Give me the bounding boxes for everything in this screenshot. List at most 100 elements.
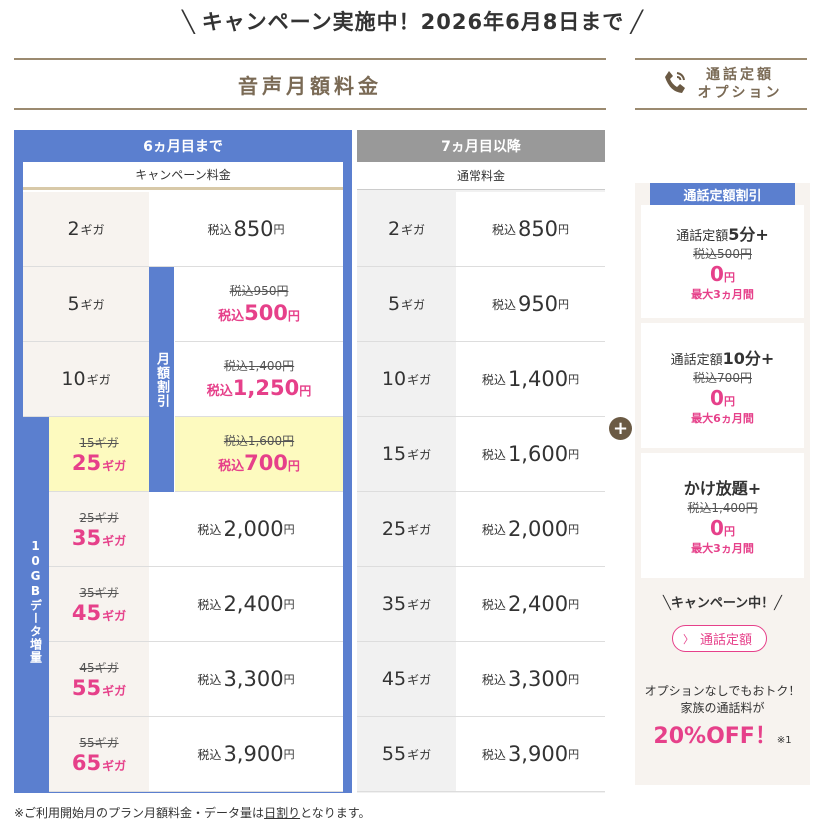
campaign-price-cell: 税込 2,400 円 [149, 567, 343, 642]
discount-off: 20%OFF！※1 [635, 718, 810, 750]
option-period: 最大3ヵ月間 [691, 542, 754, 555]
old-gb: 45ギガ [79, 660, 119, 675]
old-gb: 35ギガ [79, 585, 119, 600]
normal-header: 7ヵ月目以降 [357, 130, 605, 162]
campaign-gb-cell: 55ギガ 65ギガ [49, 717, 149, 792]
gb-value: 2 [387, 218, 401, 240]
normal-gb-cell: 10 ギガ [357, 342, 456, 417]
call-option-button-label: 通話定額 [700, 633, 753, 648]
campaign-price: 税込500円 [218, 301, 300, 325]
gb-value: 5 [67, 293, 80, 315]
option-campaign-label: キャンペーン中！ [670, 596, 775, 611]
footer-text-end: となります。 [300, 806, 371, 820]
option-card[interactable]: 通話定額10分+ 税込700円 0円 最大6ヵ月間 [641, 323, 804, 448]
normal-gb-cell: 55 ギガ [357, 717, 456, 792]
campaign-price: 税込1,250円 [206, 376, 312, 400]
normal-price: 1,400 [507, 367, 569, 391]
prorate-link[interactable]: 日割り [264, 806, 301, 820]
old-price: 税込950円 [229, 284, 289, 298]
campaign-gb-cell: 5 ギガ [23, 267, 149, 342]
normal-price-cell: 税込 2,400 円 [456, 567, 605, 642]
data-increase-tag: 10GBデータ増量 [23, 417, 49, 785]
campaign-gb-cell: 25ギガ 35ギガ [49, 492, 149, 567]
normal-gb-cell: 15 ギガ [357, 417, 456, 492]
campaign-gb-cell: 45ギガ 55ギガ [49, 642, 149, 717]
normal-gb-cell: 45 ギガ [357, 642, 456, 717]
normal-price: 850 [517, 217, 559, 241]
old-gb: 25ギガ [79, 510, 119, 525]
old-price: 税込1,600円 [223, 434, 295, 448]
new-gb: 35ギガ [71, 525, 127, 550]
normal-gb-cell: 35 ギガ [357, 567, 456, 642]
discount-ref: ※1 [776, 735, 792, 746]
call-discount-label: 通話定額割引 [650, 183, 795, 205]
campaign-price: 3,300 [223, 667, 284, 691]
option-card[interactable]: かけ放題+ 税込1,400円 0円最大3ヵ月間 [641, 453, 804, 578]
gb-value: 5 [387, 293, 401, 315]
old-price: 税込1,400円 [223, 359, 295, 373]
campaign-price-cell: 税込 850 円 [149, 192, 343, 267]
new-gb: 65ギガ [71, 750, 127, 775]
gb-value: 2 [67, 218, 80, 240]
normal-price-cell: 税込 850 円 [456, 192, 605, 267]
normal-price-cell: 税込 950 円 [456, 267, 605, 342]
gb-value: 10 [61, 368, 86, 390]
option-title: 通話定額 オプション [635, 58, 807, 110]
campaign-price: 2,400 [223, 592, 284, 616]
new-gb: 55ギガ [71, 675, 127, 700]
option-period: 最大6ヵ月間 [691, 412, 754, 425]
call-option-button[interactable]: 〉通話定額 [672, 625, 768, 652]
option-note: オプションなしでもおトク！ 家族の通話料が [635, 683, 810, 717]
option-old-price: 税込1,400円 [687, 501, 758, 515]
option-card[interactable]: 通話定額5分+ 税込500円 0円 最大3ヵ月間 [641, 205, 804, 318]
option-new-price: 0円 [710, 516, 735, 540]
monthly-discount-tag: 月額割引 [149, 267, 174, 492]
gb-value: 45 [381, 668, 407, 690]
new-gb: 25ギガ [71, 450, 127, 475]
campaign-price-cell: 税込 2,000 円 [149, 492, 343, 567]
campaign-gb-cell: 35ギガ 45ギガ [49, 567, 149, 642]
normal-gb-cell: 2 ギガ [357, 192, 456, 267]
campaign-price: 税込700円 [218, 451, 300, 475]
option-old-price: 税込500円 [693, 247, 752, 261]
gb-value: 15 [381, 443, 407, 465]
normal-subheader: 通常料金 [357, 162, 605, 190]
option-title-line2: オプション [697, 85, 783, 101]
option-old-price: 税込700円 [693, 371, 752, 385]
normal-price-cell: 税込 2,000 円 [456, 492, 605, 567]
campaign-price-cell: 税込950円税込500円 [175, 267, 343, 342]
campaign-subheader: キャンペーン料金 [23, 162, 343, 190]
option-note-line2: 家族の通話料が [680, 701, 765, 715]
old-gb: 15ギガ [79, 435, 119, 450]
normal-price-cell: 税込 1,600 円 [456, 417, 605, 492]
normal-price: 3,900 [507, 742, 569, 766]
normal-price: 2,400 [507, 592, 569, 616]
campaign-header: 6ヵ月目まで [143, 139, 223, 155]
campaign-gb-cell: 15ギガ 25ギガ [49, 417, 149, 492]
normal-price-cell: 税込 3,900 円 [456, 717, 605, 792]
campaign-price: 850 [233, 217, 274, 241]
phone-icon [660, 67, 690, 101]
campaign-banner-text: キャンペーン実施中！2026年6月8日まで [201, 10, 625, 34]
normal-price: 950 [517, 292, 559, 316]
campaign-gb-cell: 2 ギガ [23, 192, 149, 267]
option-campaign-text: ╲キャンペーン中！╱ [662, 596, 782, 611]
chevron-right-icon: 〉 [683, 632, 694, 646]
normal-price-cell: 税込 3,300 円 [456, 642, 605, 717]
campaign-price-cell: 税込1,600円税込700円 [175, 417, 343, 492]
discount-off-text: 20%OFF！ [653, 724, 777, 749]
new-gb: 45ギガ [71, 600, 127, 625]
option-period: 最大3ヵ月間 [691, 288, 754, 301]
option-title-line1: 通話定額 [706, 67, 774, 83]
gb-value: 10 [381, 368, 407, 390]
option-note-line1: オプションなしでもおトク！ [644, 684, 801, 698]
option-name: 通話定額10分+ [670, 349, 775, 368]
campaign-price-cell: 税込 3,900 円 [149, 717, 343, 792]
gb-value: 35 [381, 593, 407, 615]
option-name: かけ放題+ [683, 479, 762, 498]
normal-price: 2,000 [507, 517, 569, 541]
normal-gb-cell: 25 ギガ [357, 492, 456, 567]
old-gb: 55ギガ [79, 735, 119, 750]
campaign-price: 3,900 [223, 742, 284, 766]
plus-icon: + [609, 417, 632, 440]
